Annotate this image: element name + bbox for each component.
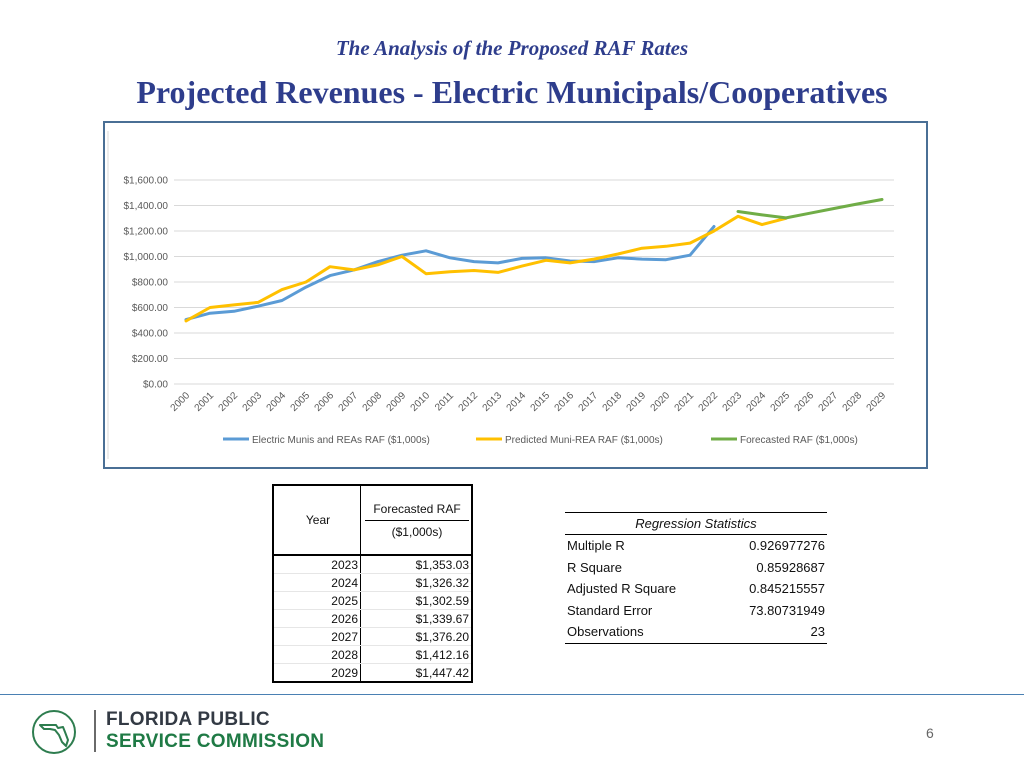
stat-value: 0.85928687 [756,559,825,575]
x-tick-label: 2026 [793,390,817,414]
x-tick-label: 2014 [505,390,529,414]
series-line-2 [184,214,788,323]
table-row: Multiple R 0.926977276 [565,535,827,557]
stat-label: R Square [567,559,622,575]
florida-state-seal-icon [32,710,76,754]
x-tick-label: 2012 [457,390,481,414]
x-tick-label: 2013 [481,390,505,414]
series-line-1 [184,225,716,322]
chart-frame: $0.00 $200.00 $400.00 $600.00 $800.00 $1,000.… [103,121,928,469]
x-tick-label: 2003 [241,390,265,414]
x-tick-label: 2006 [313,390,337,414]
table-row: Standard Error 73.80731949 [565,600,827,622]
logo-separator [94,710,96,752]
table-row: 2023 $1,353.03 [273,555,472,574]
x-tick-label: 2021 [673,390,697,414]
y-tick-label: $400.00 [132,329,169,340]
table-row: 2028 $1,412.16 [273,645,472,664]
legend-label-3: Forecasted RAF ($1,000s) [740,435,858,446]
legend-label-2: Predicted Muni-REA RAF ($1,000s) [505,435,663,446]
raf-cell: $1,412.16 [360,645,472,664]
x-tick-label: 2028 [841,390,865,414]
x-tick-label: 2008 [361,390,385,414]
stat-label: Adjusted R Square [567,581,677,597]
x-tick-label: 2022 [697,390,721,414]
table-row: 2024 $1,326.32 [273,573,472,592]
table-row: Adjusted R Square 0.845215557 [565,578,827,600]
year-cell: 2023 [273,555,361,574]
x-tick-label: 2001 [193,390,217,414]
y-tick-label: $800.00 [132,278,169,289]
y-tick-label: $1,600.00 [124,176,169,187]
table-row: Observations 23 [565,621,827,644]
year-cell: 2028 [273,645,361,664]
year-cell: 2025 [273,591,361,610]
x-tick-label: 2000 [169,390,193,414]
raf-cell: $1,326.32 [360,573,472,592]
line-chart: $0.00 $200.00 $400.00 $600.00 $800.00 $1,000.… [107,131,894,459]
x-tick-label: 2002 [217,390,241,414]
org-name-line2: SERVICE COMMISSION [106,731,325,752]
x-tick-label: 2009 [385,390,409,414]
legend-label-1: Electric Munis and REAs RAF ($1,000s) [252,435,430,446]
x-tick-label: 2025 [769,390,793,414]
y-tick-label: $600.00 [132,303,169,314]
table-row: 2027 $1,376.20 [273,627,472,646]
raf-cell: $1,447.42 [360,663,472,683]
x-tick-label: 2016 [553,390,577,414]
stat-label: Multiple R [567,538,625,554]
stat-value: 23 [718,621,827,644]
stat-label: Observations [565,621,719,644]
slide-subtitle: The Analysis of the Proposed RAF Rates [335,36,689,60]
table-row: 2029 $1,447.42 [273,663,472,683]
x-tick-label: 2015 [529,390,553,414]
x-tick-label: 2011 [433,390,456,413]
x-tick-label: 2018 [601,390,625,414]
raf-cell: $1,302.59 [360,591,472,610]
raf-cell: $1,376.20 [360,627,472,646]
x-tick-label: 2024 [745,390,769,414]
footer-divider [0,694,1024,695]
stat-value: 0.845215557 [749,581,825,597]
page-number: 6 [926,725,934,741]
y-tick-label: $1,000.00 [124,252,169,263]
year-cell: 2024 [273,573,361,592]
table-row: 2026 $1,339.67 [273,609,472,628]
x-tick-label: 2027 [817,390,841,414]
series-line-3 [736,198,884,220]
x-tick-label: 2004 [265,390,289,414]
forecast-table: Year Forecasted RAF ($1,000s) 2023 $1,353… [272,484,473,683]
forecast-table-header-raf-line1: Forecasted RAF [365,502,469,521]
y-tick-label: $1,400.00 [124,201,169,212]
forecast-table-header-raf: Forecasted RAF ($1,000s) [360,485,472,556]
regression-caption: Regression Statistics [565,512,827,535]
stat-value: 73.80731949 [749,602,825,618]
x-tick-label: 2005 [289,390,313,414]
y-tick-label: $1,200.00 [124,227,169,238]
forecast-table-header-raf-line2: ($1,000s) [391,524,443,539]
table-row: R Square 0.85928687 [565,557,827,579]
year-cell: 2026 [273,609,361,628]
y-tick-label: $0.00 [143,380,168,391]
x-tick-label: 2020 [649,390,673,414]
x-tick-label: 2007 [337,390,361,414]
x-tick-label: 2010 [409,390,433,414]
raf-cell: $1,353.03 [360,555,472,574]
year-cell: 2029 [273,663,361,683]
stat-label: Standard Error [567,602,653,618]
stat-value: 0.926977276 [749,538,825,554]
raf-cell: $1,339.67 [360,609,472,628]
org-name-line1: FLORIDA PUBLIC [106,709,270,730]
x-tick-label: 2023 [721,390,745,414]
x-tick-label: 2029 [865,390,889,414]
regression-statistics-table: Regression Statistics Multiple R 0.926977… [565,512,827,644]
year-cell: 2027 [273,627,361,646]
slide-title: Projected Revenues - Electric Municipals… [136,74,888,110]
x-tick-label: 2017 [577,390,601,414]
y-tick-label: $200.00 [132,354,169,365]
forecast-table-header-year: Year [273,485,361,556]
x-tick-label: 2019 [625,390,649,414]
table-row: 2025 $1,302.59 [273,591,472,610]
